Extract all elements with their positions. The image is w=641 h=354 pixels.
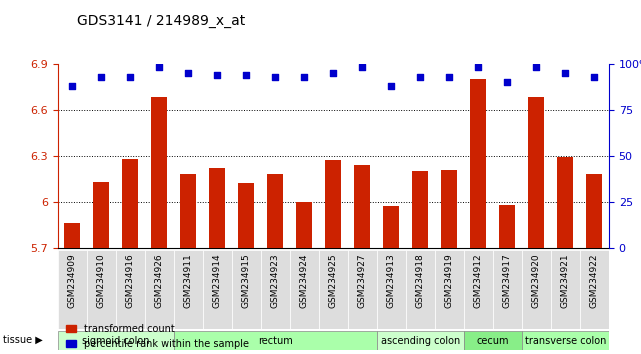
- Bar: [528, 97, 544, 354]
- Bar: [319, 250, 348, 329]
- Bar: [412, 171, 428, 354]
- Bar: [377, 250, 406, 329]
- Point: [154, 64, 164, 70]
- Bar: [58, 250, 87, 329]
- Point: [503, 79, 513, 85]
- Point: [328, 70, 338, 76]
- Bar: [296, 202, 312, 354]
- Bar: [587, 174, 603, 354]
- Bar: [326, 160, 341, 354]
- Point: [560, 70, 570, 76]
- Text: GSM234915: GSM234915: [242, 253, 251, 308]
- Text: GSM234927: GSM234927: [358, 253, 367, 308]
- Text: tissue ▶: tissue ▶: [3, 335, 43, 345]
- Bar: [238, 183, 254, 354]
- Bar: [122, 159, 138, 354]
- Point: [270, 74, 280, 79]
- Text: cecum: cecum: [477, 336, 509, 346]
- Text: GSM234925: GSM234925: [329, 253, 338, 308]
- Bar: [377, 331, 464, 350]
- Text: GSM234921: GSM234921: [561, 253, 570, 308]
- Text: rectum: rectum: [258, 336, 293, 346]
- Text: GSM234913: GSM234913: [387, 253, 396, 308]
- Text: GSM234923: GSM234923: [271, 253, 279, 308]
- Bar: [261, 250, 290, 329]
- Text: GSM234917: GSM234917: [503, 253, 512, 308]
- Bar: [58, 331, 174, 350]
- Bar: [442, 170, 458, 354]
- Bar: [174, 250, 203, 329]
- Text: GSM234918: GSM234918: [416, 253, 425, 308]
- Bar: [580, 250, 609, 329]
- Bar: [551, 250, 580, 329]
- Point: [357, 64, 367, 70]
- Bar: [203, 250, 232, 329]
- Text: transverse colon: transverse colon: [525, 336, 606, 346]
- Legend: transformed count, percentile rank within the sample: transformed count, percentile rank withi…: [63, 320, 253, 353]
- Bar: [499, 205, 515, 354]
- Text: GSM234914: GSM234914: [213, 253, 222, 308]
- Text: GSM234922: GSM234922: [590, 253, 599, 308]
- Text: GSM234926: GSM234926: [154, 253, 163, 308]
- Bar: [354, 165, 370, 354]
- Bar: [87, 250, 116, 329]
- Bar: [464, 250, 493, 329]
- Bar: [116, 250, 145, 329]
- Bar: [145, 250, 174, 329]
- Point: [96, 74, 106, 79]
- Bar: [209, 168, 225, 354]
- Bar: [406, 250, 435, 329]
- Bar: [64, 223, 80, 354]
- Text: GDS3141 / 214989_x_at: GDS3141 / 214989_x_at: [77, 14, 245, 28]
- Text: ascending colon: ascending colon: [381, 336, 460, 346]
- Bar: [348, 250, 377, 329]
- Bar: [493, 250, 522, 329]
- Bar: [522, 331, 609, 350]
- Bar: [522, 250, 551, 329]
- Bar: [470, 79, 487, 354]
- Point: [212, 72, 222, 78]
- Bar: [151, 97, 167, 354]
- Text: sigmoid colon: sigmoid colon: [82, 336, 149, 346]
- Point: [589, 74, 599, 79]
- Bar: [267, 174, 283, 354]
- Text: GSM234924: GSM234924: [300, 253, 309, 308]
- Point: [387, 83, 397, 88]
- Text: GSM234916: GSM234916: [126, 253, 135, 308]
- Bar: [558, 157, 574, 354]
- Bar: [93, 182, 109, 354]
- Text: GSM234919: GSM234919: [445, 253, 454, 308]
- Point: [531, 64, 542, 70]
- Bar: [232, 250, 261, 329]
- Point: [125, 74, 135, 79]
- Bar: [435, 250, 464, 329]
- Text: GSM234920: GSM234920: [532, 253, 541, 308]
- Text: GSM234912: GSM234912: [474, 253, 483, 308]
- Point: [67, 83, 78, 88]
- Bar: [383, 206, 399, 354]
- Point: [241, 72, 251, 78]
- Bar: [180, 174, 196, 354]
- Text: GSM234910: GSM234910: [97, 253, 106, 308]
- Point: [183, 70, 194, 76]
- Point: [473, 64, 483, 70]
- Text: GSM234911: GSM234911: [184, 253, 193, 308]
- Bar: [174, 331, 377, 350]
- Point: [299, 74, 310, 79]
- Text: GSM234909: GSM234909: [68, 253, 77, 308]
- Bar: [290, 250, 319, 329]
- Bar: [464, 331, 522, 350]
- Point: [415, 74, 426, 79]
- Point: [444, 74, 454, 79]
